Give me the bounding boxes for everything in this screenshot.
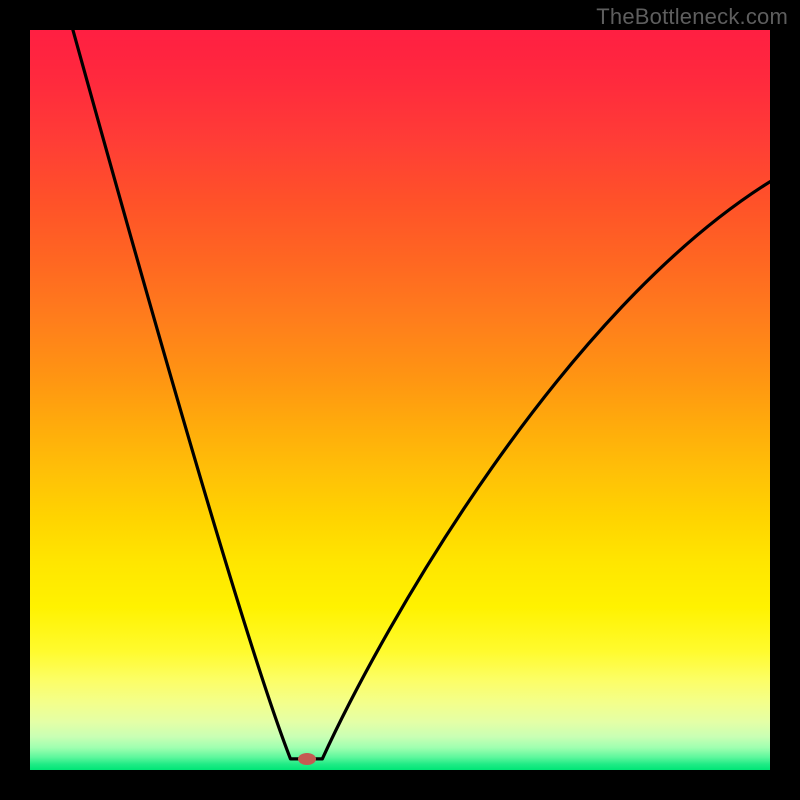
watermark-text: TheBottleneck.com — [596, 4, 788, 30]
plot-area — [30, 30, 770, 770]
optimal-point-marker — [298, 753, 316, 765]
chart-frame: { "watermark": { "text": "TheBottleneck.… — [0, 0, 800, 800]
bottleneck-curve — [30, 30, 770, 770]
